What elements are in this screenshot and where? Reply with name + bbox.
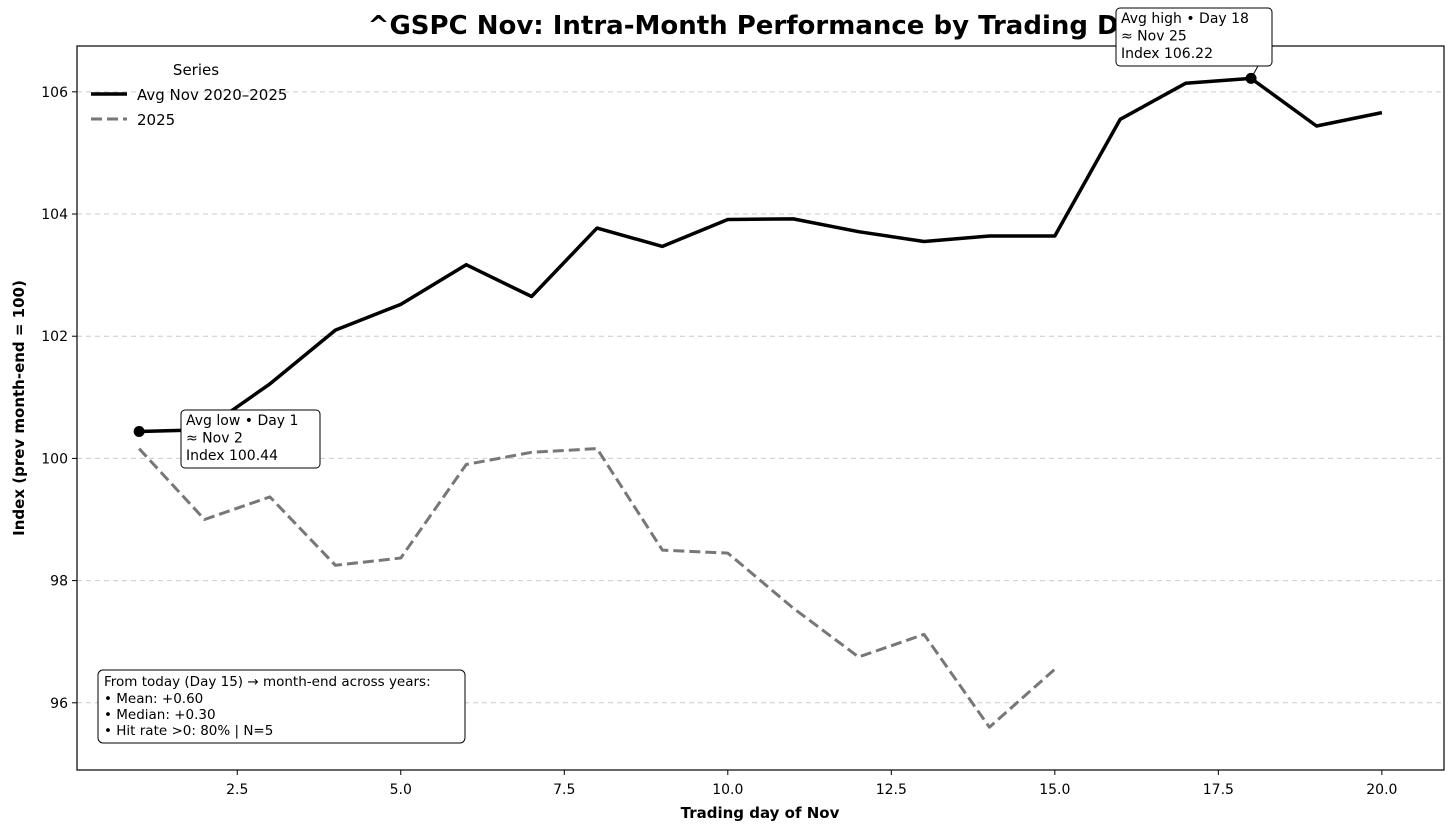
y-tick-label: 106 — [41, 85, 68, 101]
stats-line-1: From today (Day 15) → month-end across y… — [104, 674, 431, 690]
stats-line-4: • Hit rate >0: 80% | N=5 — [104, 723, 273, 739]
annotation-line: Avg low • Day 1 — [186, 413, 298, 429]
plot-area-frame — [76, 45, 1445, 771]
x-tick-label: 17.5 — [1203, 782, 1234, 798]
stats-box: From today (Day 15) → month-end across y… — [97, 669, 466, 744]
x-tick-label: 10.0 — [712, 782, 743, 798]
x-tick-label: 15.0 — [1039, 782, 1070, 798]
x-axis-label: Trading day of Nov — [681, 804, 840, 822]
x-tick-label: 5.0 — [390, 782, 412, 798]
x-axis-ticks: 2.5 5.0 7.5 10.0 12.5 15.0 17.5 20.0 — [226, 770, 1397, 798]
x-tick-label: 12.5 — [876, 782, 907, 798]
y-axis-ticks: 96 98 100 102 104 106 — [41, 85, 77, 712]
y-tick-label: 96 — [50, 696, 68, 712]
y-tick-label: 104 — [41, 207, 68, 223]
annotation-line: ≈ Nov 25 — [1121, 29, 1187, 45]
x-tick-label: 2.5 — [226, 782, 248, 798]
legend-label-avg: Avg Nov 2020–2025 — [137, 86, 287, 104]
x-tick-label: 7.5 — [553, 782, 575, 798]
legend: Series Avg Nov 2020–2025 2025 — [91, 61, 287, 129]
avg-high-marker — [1245, 72, 1257, 84]
avg-low-marker — [133, 426, 145, 438]
legend-title: Series — [173, 61, 219, 79]
annotation-box — [1115, 7, 1273, 67]
y-axis-label: Index (prev month-end = 100) — [10, 280, 28, 536]
chart-title: ^GSPC Nov: Intra-Month Performance by Tr… — [368, 11, 1153, 41]
y-tick-label: 102 — [41, 329, 68, 345]
annotation-line: Index 100.44 — [186, 448, 278, 464]
annotation-line: ≈ Nov 2 — [186, 431, 243, 447]
stats-box-frame — [97, 669, 466, 744]
avg-series-line — [139, 76, 1383, 434]
y-tick-label: 100 — [41, 451, 68, 467]
x-tick-label: 20.0 — [1366, 782, 1397, 798]
annotation-box — [180, 409, 321, 469]
annotation-line: Index 106.22 — [1121, 46, 1213, 62]
series-2025-line — [137, 447, 1056, 729]
series-lines — [137, 76, 1383, 729]
y-tick-label: 98 — [50, 574, 68, 590]
annotation-line: Avg high • Day 18 — [1121, 11, 1249, 27]
legend-label-2025: 2025 — [137, 111, 175, 129]
stats-line-2: • Mean: +0.60 — [104, 691, 203, 707]
stats-line-3: • Median: +0.30 — [104, 707, 216, 723]
